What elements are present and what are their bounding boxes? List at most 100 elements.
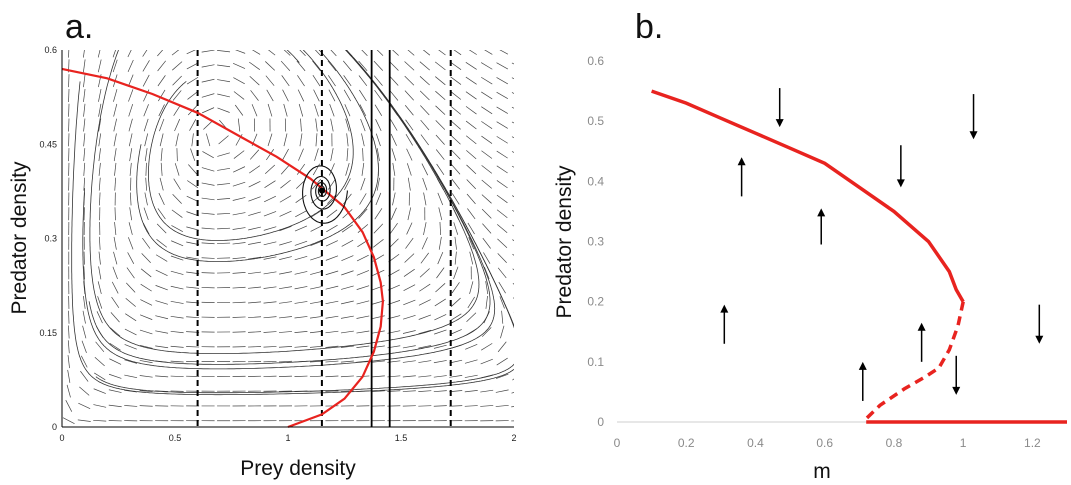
field-arrow (170, 375, 184, 378)
field-arrow (420, 134, 429, 146)
field-arrow (268, 50, 276, 56)
trajectories (71, 50, 514, 396)
field-arrow (113, 89, 118, 102)
field-arrow (233, 91, 245, 100)
field-arrow (375, 119, 382, 132)
field-arrow (421, 163, 429, 176)
field-arrow (294, 316, 308, 319)
field-arrow (201, 64, 215, 68)
field-arrow (511, 121, 514, 124)
field-arrow (83, 118, 86, 132)
field-arrow (310, 209, 323, 218)
field-arrow (217, 167, 231, 171)
field-arrow (263, 346, 277, 348)
field-arrow (140, 268, 152, 278)
field-arrow (309, 300, 323, 304)
field-arrow (362, 148, 364, 162)
field-arrow (201, 197, 215, 201)
field-arrow (294, 345, 308, 348)
field-arrow (371, 345, 385, 349)
field-arrow (404, 90, 414, 101)
direction-arrow-head (917, 322, 926, 331)
field-arrow (187, 180, 199, 189)
field-arrow (264, 180, 276, 188)
field-arrow (139, 375, 153, 378)
x-tick-label-b: 0 (614, 436, 621, 450)
field-arrow (237, 118, 241, 132)
field-arrow (360, 177, 366, 191)
field-arrow (407, 177, 411, 191)
field-arrow (419, 90, 430, 101)
field-arrow (298, 148, 304, 161)
field-arrow (295, 210, 307, 218)
field-arrow (390, 119, 398, 131)
field-arrow (143, 118, 149, 132)
field-arrow (249, 76, 260, 86)
field-arrow (83, 133, 86, 147)
field-arrow (325, 285, 339, 290)
field-arrow (267, 103, 273, 117)
field-arrow (139, 360, 153, 364)
field-arrow (466, 150, 477, 160)
field-arrow (465, 62, 477, 70)
field-arrow (251, 104, 258, 117)
field-arrow (217, 93, 230, 98)
field-arrow (108, 373, 122, 379)
field-arrow (315, 133, 318, 147)
field-arrow (83, 177, 86, 191)
field-arrow (403, 284, 416, 291)
field-arrow (496, 91, 509, 100)
field-arrow (340, 315, 354, 319)
field-arrow (325, 330, 339, 334)
field-arrow (82, 310, 86, 324)
field-arrow (484, 50, 493, 55)
field-arrow (93, 419, 107, 422)
field-arrow (402, 330, 416, 334)
field-arrow (310, 255, 323, 261)
field-arrow (279, 195, 292, 203)
field-arrow (468, 237, 475, 250)
field-arrow (232, 316, 246, 318)
field-arrow (142, 74, 150, 87)
field-arrow (314, 148, 319, 161)
field-arrow (232, 181, 246, 187)
ticks-a: 0 0.5 1 1.5 2 0 0.15 0.3 0.45 0.6 (39, 45, 516, 443)
field-arrow (325, 345, 339, 348)
field-arrow (157, 75, 166, 87)
field-arrow (294, 331, 308, 334)
field-arrow (191, 133, 194, 147)
field-arrow (341, 285, 354, 290)
field-arrow (450, 135, 461, 145)
field-arrow (81, 340, 87, 354)
field-arrow (232, 197, 246, 201)
field-arrow (139, 344, 153, 349)
field-arrow (406, 148, 413, 161)
field-arrow (96, 311, 103, 324)
field-arrow (314, 103, 319, 117)
field-arrow (111, 296, 120, 309)
field-arrow (299, 50, 306, 56)
field-arrow (466, 179, 477, 190)
field-arrow (113, 118, 117, 132)
field-arrow (389, 90, 399, 101)
field-arrow (513, 311, 514, 313)
field-arrow (423, 192, 427, 206)
field-arrow (467, 296, 475, 309)
field-arrow (68, 50, 70, 58)
field-arrow (452, 193, 460, 205)
field-arrow (279, 301, 292, 304)
field-arrow (511, 180, 514, 183)
field-arrow (310, 270, 323, 275)
field-arrow (464, 359, 478, 364)
field-arrow (248, 331, 262, 333)
field-arrow (170, 255, 184, 261)
field-arrow (419, 76, 430, 86)
field-arrow (249, 149, 260, 160)
field-arrow (97, 59, 102, 73)
field-arrow (451, 282, 460, 294)
field-arrow (170, 300, 184, 304)
field-arrow (265, 61, 275, 71)
field-arrow (344, 178, 351, 191)
y-tick-label-b: 0.4 (587, 174, 604, 188)
field-arrow (358, 208, 368, 219)
